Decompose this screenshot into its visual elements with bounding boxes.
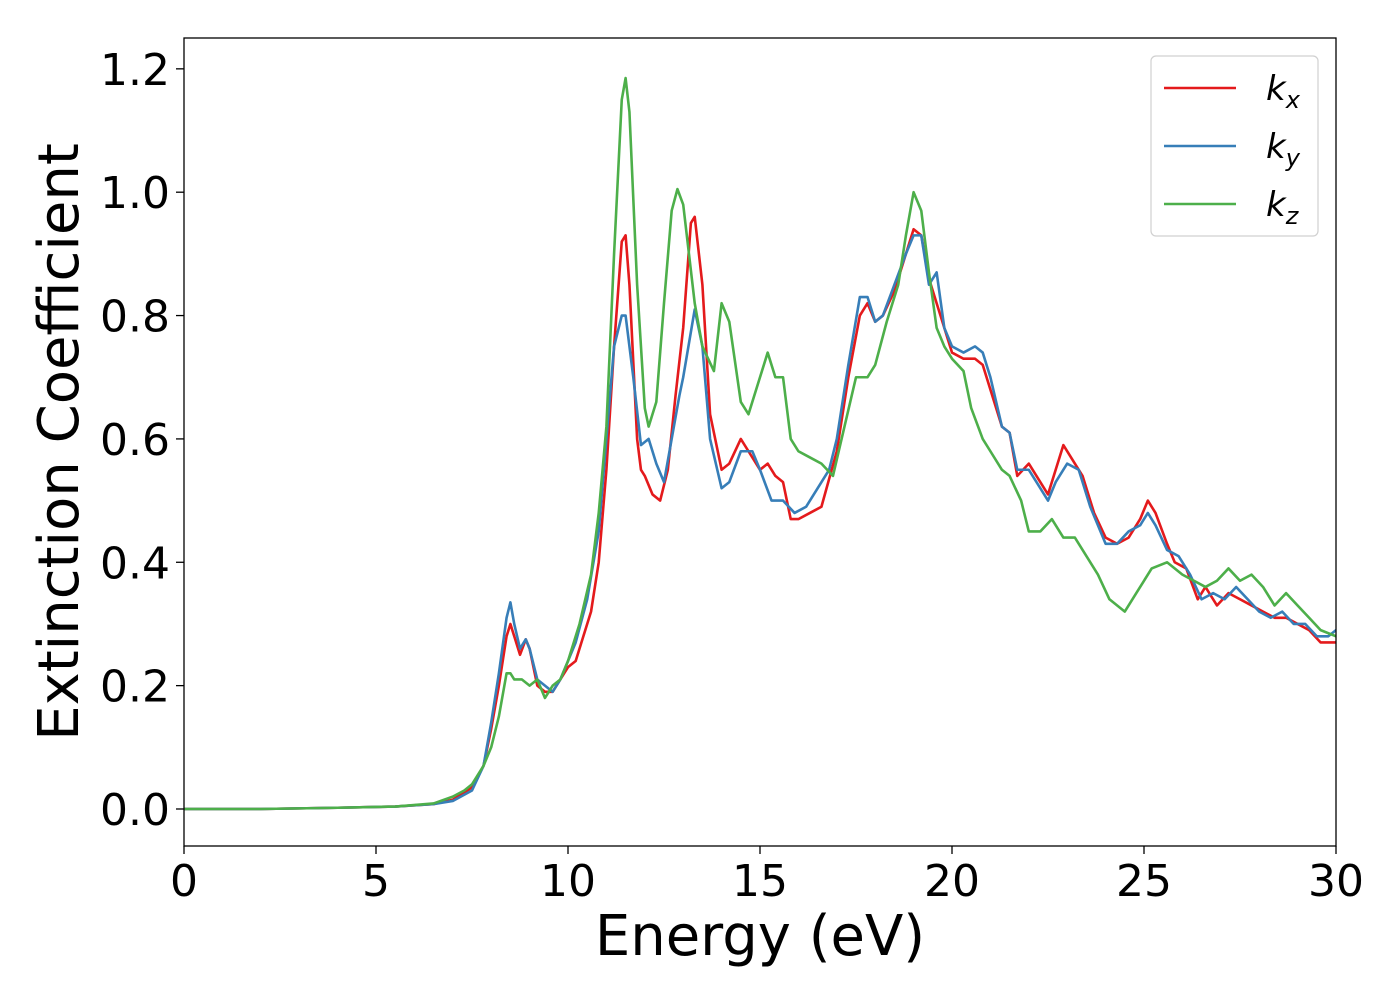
x-tick-label: 15: [732, 856, 788, 907]
x-tick-label: 10: [540, 856, 596, 907]
x-axis-label: Energy (eV): [595, 904, 925, 969]
x-tick-label: 25: [1116, 856, 1172, 907]
x-axis-ticks: 0 5 10 15 20 25 30: [170, 846, 1364, 907]
series-line-kx: [184, 215, 1336, 811]
series-layer: [184, 76, 1336, 811]
y-tick-label: 1.2: [100, 45, 170, 96]
y-tick-label: 0.2: [100, 662, 170, 713]
y-tick-label: 0.6: [100, 415, 170, 466]
series-line-ky: [184, 234, 1336, 811]
x-tick-label: 20: [924, 856, 980, 907]
y-tick-label: 0.0: [100, 785, 170, 836]
y-axis-ticks: 0.0 0.2 0.4 0.6 0.8 1.0 1.2: [100, 45, 184, 836]
x-tick-label: 0: [170, 856, 198, 907]
y-axis-label: Extinction Coefficient: [27, 143, 92, 741]
legend-label: kz: [1266, 185, 1300, 230]
series-line-kz: [184, 76, 1336, 811]
y-tick-label: 1.0: [100, 168, 170, 219]
y-tick-label: 0.8: [100, 292, 170, 343]
x-tick-label: 5: [362, 856, 390, 907]
y-tick-label: 0.4: [100, 538, 170, 589]
x-tick-label: 30: [1308, 856, 1364, 907]
